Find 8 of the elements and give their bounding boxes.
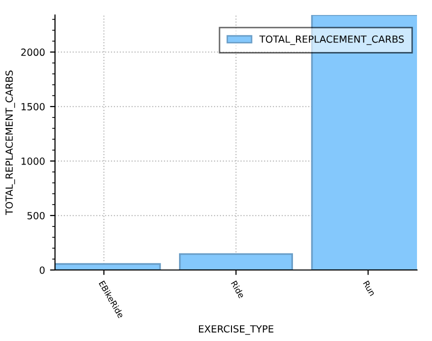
y-tick-label: 1000 (22, 158, 45, 165)
y-tick-label: 2000 (21, 48, 45, 56)
y-tick-label: 500 (27, 212, 45, 220)
y-tick-label: 0 (40, 266, 45, 274)
legend-label: TOTAL_REPLACEMENT_CARBS (259, 35, 404, 45)
y-tick-label: 1500 (22, 103, 45, 110)
y-axis-title: TOTAL_REPLACEMENT_CARBS (5, 70, 15, 216)
x-axis-title: EXERCISE_TYPE (198, 325, 274, 335)
